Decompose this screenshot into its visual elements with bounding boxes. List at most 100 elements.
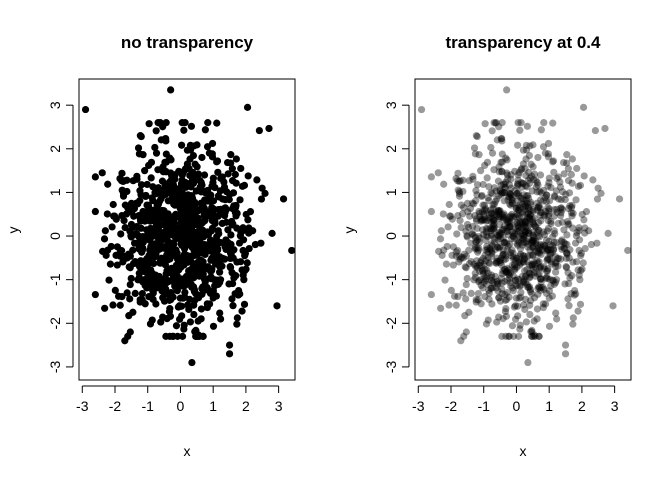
- data-point: [554, 173, 562, 181]
- data-point: [131, 289, 139, 298]
- y-tick-label: 3: [383, 101, 399, 109]
- data-point: [475, 261, 483, 269]
- data-point: [145, 161, 153, 170]
- data-point: [543, 247, 551, 255]
- y-tick-label: 2: [383, 145, 399, 153]
- data-point: [593, 239, 601, 247]
- data-point: [482, 275, 490, 283]
- data-point: [208, 255, 216, 263]
- data-point: [581, 244, 589, 253]
- data-point: [526, 269, 534, 277]
- data-point: [232, 201, 240, 210]
- data-point: [524, 203, 532, 211]
- data-point: [472, 238, 480, 246]
- data-point: [487, 231, 496, 239]
- data-point: [485, 183, 493, 191]
- data-point: [575, 271, 583, 279]
- data-point: [480, 278, 488, 286]
- x-tick-label: -1: [478, 398, 491, 414]
- data-point: [214, 168, 222, 176]
- data-point: [109, 200, 117, 209]
- data-point: [575, 224, 583, 232]
- data-point: [189, 213, 197, 222]
- data-point: [541, 242, 549, 250]
- data-point: [141, 281, 149, 290]
- data-point: [537, 189, 545, 197]
- data-point: [511, 167, 519, 175]
- data-point: [503, 295, 511, 304]
- data-point: [493, 254, 501, 262]
- data-point: [499, 234, 507, 242]
- data-point: [148, 248, 156, 256]
- data-point: [447, 286, 455, 294]
- data-point: [538, 246, 546, 255]
- data-point: [446, 212, 454, 220]
- data-point: [437, 227, 445, 235]
- data-point: [508, 261, 516, 269]
- data-point: [491, 272, 499, 281]
- data-point: [535, 332, 543, 340]
- data-point: [497, 135, 505, 143]
- data-point: [520, 252, 528, 260]
- data-point: [565, 302, 573, 310]
- x-tick-label: -2: [109, 398, 122, 414]
- data-point: [479, 180, 487, 189]
- data-point: [530, 221, 538, 230]
- data-point: [483, 158, 492, 166]
- data-point: [543, 273, 551, 281]
- data-point: [136, 296, 144, 304]
- data-point: [480, 216, 489, 224]
- data-point: [563, 249, 571, 257]
- data-point: [561, 240, 569, 248]
- data-point: [536, 283, 544, 292]
- data-point: [199, 270, 207, 278]
- data-point: [179, 206, 187, 214]
- data-point: [514, 302, 522, 310]
- data-point: [241, 249, 249, 257]
- data-point: [561, 280, 569, 288]
- data-point: [436, 235, 445, 243]
- data-point: [491, 197, 500, 205]
- data-point: [146, 236, 154, 245]
- data-point: [453, 247, 462, 255]
- data-point: [476, 212, 484, 221]
- data-point: [531, 272, 539, 280]
- data-point: [502, 216, 511, 224]
- data-point: [228, 217, 236, 226]
- data-point: [530, 234, 538, 242]
- data-point: [490, 216, 498, 224]
- data-point: [497, 274, 506, 282]
- data-point: [173, 233, 182, 241]
- data-point: [601, 124, 609, 133]
- data-point: [110, 212, 118, 220]
- data-point: [531, 239, 540, 247]
- data-point: [477, 276, 485, 284]
- data-point: [134, 260, 142, 268]
- data-point: [208, 139, 217, 148]
- data-point: [465, 246, 473, 254]
- data-point: [521, 279, 530, 287]
- data-point: [514, 227, 523, 235]
- data-point: [529, 228, 537, 236]
- data-point: [580, 172, 588, 180]
- data-point: [520, 258, 528, 266]
- data-point: [550, 246, 558, 254]
- data-point: [525, 235, 533, 243]
- data-point: [597, 189, 605, 197]
- data-point: [152, 300, 160, 308]
- data-point: [185, 305, 193, 314]
- data-point: [101, 227, 109, 235]
- data-point: [539, 303, 547, 312]
- data-point: [522, 182, 530, 190]
- data-point: [520, 191, 528, 199]
- data-point: [516, 282, 524, 290]
- data-point: [549, 233, 557, 241]
- data-point: [496, 230, 504, 239]
- data-point: [472, 238, 480, 246]
- data-point: [520, 278, 528, 286]
- data-point: [134, 144, 143, 152]
- data-point: [566, 202, 574, 210]
- data-point: [470, 200, 478, 208]
- data-point: [484, 253, 492, 262]
- data-point: [495, 232, 503, 240]
